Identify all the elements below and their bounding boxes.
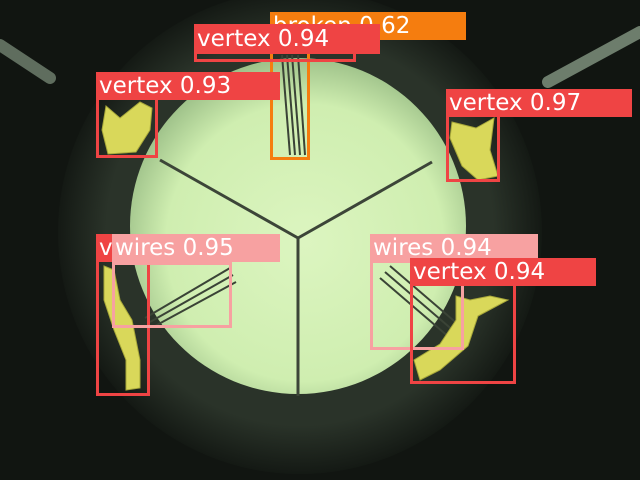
detection-score: 0.94 [493,259,546,285]
spoke-right [297,160,433,240]
detection-class: vertex [413,259,487,285]
detection-class: vertex [449,90,523,116]
detection-box-vertex-2 [96,96,158,158]
detection-box-vertex-3 [446,112,500,182]
detection-class: vertex [197,26,271,52]
spoke-left [159,158,299,240]
detection-score: 0.94 [277,26,330,52]
detection-label-wires-1: wires 0.95 [112,234,280,262]
rod-left [0,39,56,84]
rod-right [542,26,640,88]
field-of-view [130,58,466,394]
grid-spokes [159,158,433,396]
detection-score: 0.95 [182,235,234,261]
detection-label-wires-2: wires 0.94 [370,234,538,262]
detection-label-vertex-5: vertex 0.94 [410,258,596,286]
detection-class: v [99,235,113,261]
wire-traces [144,54,461,339]
detection-label-vertex-4: v [96,234,116,262]
detection-score: 0.97 [529,90,582,116]
detection-box-vertex-5 [410,282,516,384]
detection-label-vertex-1: vertex 0.94 [194,24,380,54]
detection-label-vertex-3: vertex 0.97 [446,89,632,117]
detection-class: wires [115,235,176,261]
detection-score: 0.94 [440,235,492,261]
vertex-pad-1 [101,101,153,155]
detection-class: vertex [99,73,173,99]
detection-label-vertex-2: vertex 0.93 [96,72,280,100]
detection-score: 0.93 [179,73,232,99]
detection-class: wires [373,235,434,261]
detection-box-wires-1 [112,262,232,328]
